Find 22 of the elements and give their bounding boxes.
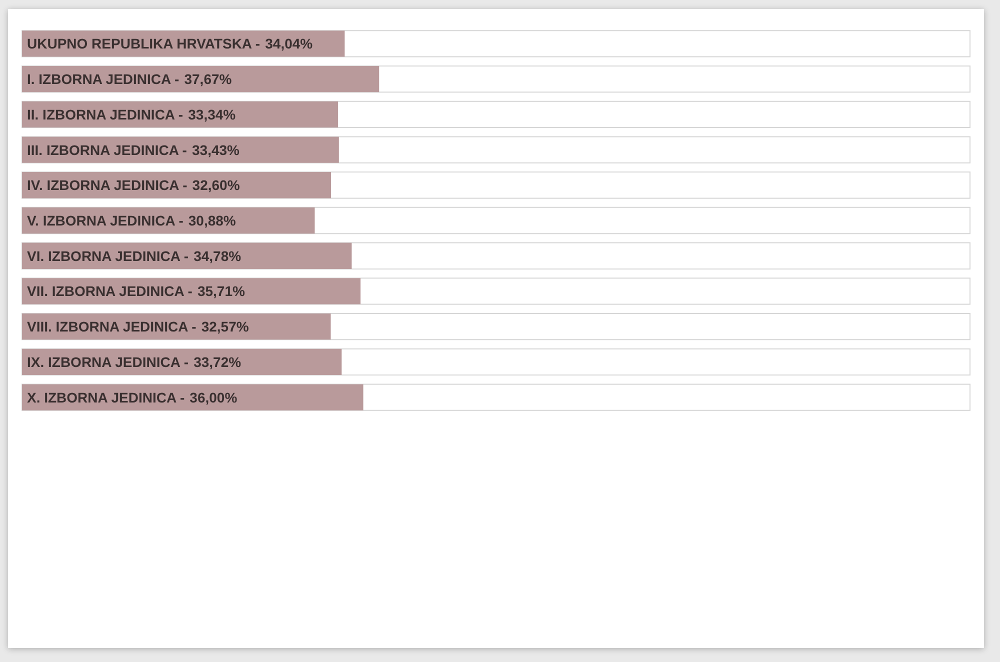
data-label: 37,67% bbox=[184, 71, 232, 88]
y-tick-label: UKUPNO REPUBLIKA HRVATSKA - bbox=[27, 36, 260, 52]
y-tick-label: X. IZBORNA JEDINICA - bbox=[27, 389, 185, 406]
y-tick-label: VI. IZBORNA JEDINICA - bbox=[27, 248, 189, 264]
y-tick-label: VII. IZBORNA JEDINICA - bbox=[27, 283, 193, 300]
y-tick-label: V. IZBORNA JEDINICA - bbox=[27, 212, 184, 228]
data-label: 34,04% bbox=[265, 36, 314, 52]
y-tick-label: III. IZBORNA JEDINICA - bbox=[27, 142, 188, 158]
y-tick-label: VIII. IZBORNA JEDINICA - bbox=[27, 318, 197, 335]
data-label: 33,43% bbox=[192, 142, 240, 158]
data-label: 36,00% bbox=[190, 389, 238, 406]
data-label: 30,88% bbox=[188, 212, 236, 228]
data-label: 33,34% bbox=[188, 106, 236, 122]
y-tick-label: II. IZBORNA JEDINICA - bbox=[27, 106, 184, 122]
data-label: 32,57% bbox=[201, 318, 250, 335]
y-tick-label: IX. IZBORNA JEDINICA - bbox=[27, 354, 189, 370]
data-label: 35,71% bbox=[197, 283, 246, 300]
data-label: 34,78% bbox=[194, 248, 242, 264]
data-label: 33,72% bbox=[194, 354, 242, 370]
data-label: 32,60% bbox=[192, 177, 240, 194]
y-tick-label: I. IZBORNA JEDINICA - bbox=[27, 71, 180, 88]
y-tick-label: IV. IZBORNA JEDINICA - bbox=[27, 177, 188, 194]
